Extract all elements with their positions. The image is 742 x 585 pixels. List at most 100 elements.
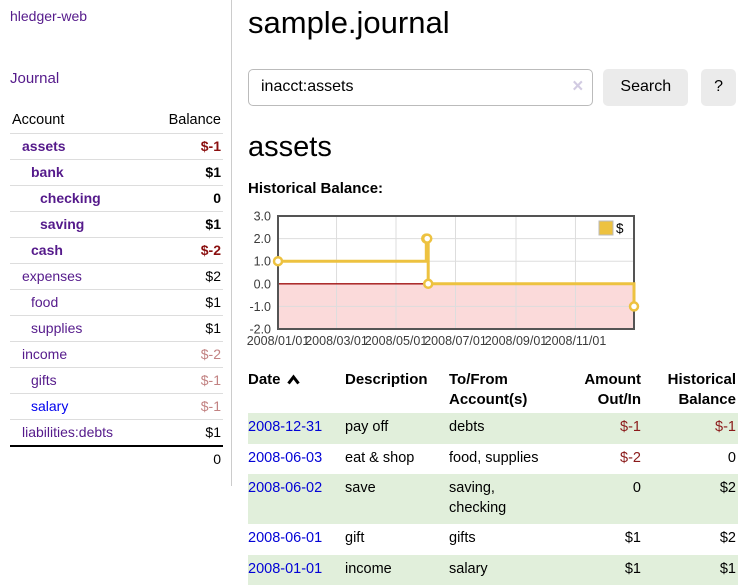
account-row: food$1 — [10, 290, 223, 316]
accounts-header-balance: Balance — [148, 108, 223, 134]
transaction-date-link[interactable]: 2008-01-01 — [248, 561, 322, 577]
account-balance: $-2 — [148, 342, 223, 368]
amount-cell: $1 — [561, 555, 643, 585]
account-link-cash[interactable]: cash — [31, 242, 63, 258]
register-row: 2008-06-01giftgifts$1$2 — [248, 524, 738, 555]
clear-search-icon[interactable]: × — [572, 77, 583, 96]
account-link-food[interactable]: food — [31, 294, 58, 310]
balance-cell: $1 — [643, 555, 738, 585]
accounts-header-account: Account — [10, 108, 148, 134]
account-link-saving[interactable]: saving — [40, 216, 84, 232]
sidebar: hledger-web Journal Account Balance asse… — [0, 0, 232, 486]
accounts-cell: food, supplies — [449, 444, 561, 475]
amount-cell: 0 — [561, 474, 643, 524]
help-button[interactable]: ? — [701, 69, 736, 106]
account-cell: income — [10, 342, 148, 368]
register-col-header: Date — [248, 367, 345, 413]
account-balance: $-1 — [148, 394, 223, 420]
y-axis-tick-label: -1.0 — [249, 300, 271, 314]
historical-balance-chart[interactable]: 3.02.01.00.0-1.0-2.02008/01/012008/03/01… — [248, 208, 690, 350]
description-cell: income — [345, 555, 449, 585]
account-cell: liabilities:debts — [10, 420, 148, 447]
account-link-gifts[interactable]: gifts — [31, 372, 57, 388]
transaction-date-link[interactable]: 2008-06-03 — [248, 450, 322, 466]
account-row: liabilities:debts$1 — [10, 420, 223, 447]
hledger-web-app: hledger-web Journal Account Balance asse… — [0, 0, 742, 585]
description-cell: save — [345, 474, 449, 524]
transaction-date-link[interactable]: 2008-06-01 — [248, 530, 322, 546]
account-row: supplies $1 — [10, 316, 223, 342]
sort-ascending-icon — [287, 371, 300, 388]
account-cell: salary — [10, 394, 148, 420]
chart-svg: 3.02.01.00.0-1.0-2.02008/01/012008/03/01… — [248, 208, 690, 350]
app-brand-link[interactable]: hledger-web — [10, 8, 87, 24]
accounts-cell: salary — [449, 555, 561, 585]
account-row: saving $1 — [10, 212, 223, 238]
register-col-header: Description — [345, 367, 449, 413]
account-cell: saving — [10, 212, 148, 238]
date-cell: 2008-06-03 — [248, 444, 345, 475]
account-link-expenses[interactable]: expenses — [22, 268, 82, 284]
account-cell: gifts — [10, 368, 148, 394]
brand: hledger-web — [10, 8, 223, 24]
register-row: 2008-12-31pay offdebts$-1$-1 — [248, 413, 738, 444]
y-axis-tick-label: 0.0 — [254, 277, 271, 291]
account-cell: food — [10, 290, 148, 316]
account-cell: checking — [10, 186, 148, 212]
account-link-income[interactable]: income — [22, 346, 67, 362]
nav-journal-link[interactable]: Journal — [10, 70, 59, 87]
accounts-cell: gifts — [449, 524, 561, 555]
amount-cell: $1 — [561, 524, 643, 555]
account-link-checking[interactable]: checking — [40, 190, 101, 206]
y-axis-tick-label: 2.0 — [254, 232, 271, 246]
account-cell: supplies — [10, 316, 148, 342]
account-cell: assets — [10, 134, 148, 160]
register-table: DateDescriptionTo/FromAccount(s)AmountOu… — [248, 367, 738, 585]
transaction-date-link[interactable]: 2008-12-31 — [248, 419, 322, 435]
x-axis-tick-label: 2008/07/01 — [424, 334, 487, 348]
account-link-salary[interactable]: salary — [31, 398, 68, 414]
accounts-cell: debts — [449, 413, 561, 444]
accounts-total-spacer — [10, 446, 148, 472]
accounts-table: Account Balance assets $-1 bank $1 checking 0… — [10, 108, 223, 472]
transaction-date-link[interactable]: 2008-06-02 — [248, 480, 322, 496]
search-button[interactable]: Search — [603, 69, 688, 106]
data-point[interactable] — [424, 280, 432, 288]
date-cell: 2008-01-01 — [248, 555, 345, 585]
description-cell: eat & shop — [345, 444, 449, 475]
account-balance: $2 — [148, 264, 223, 290]
account-link-liabilities-debts[interactable]: liabilities:debts — [22, 424, 113, 440]
x-axis-tick-label: 2008/03/01 — [305, 334, 368, 348]
accounts-total-balance: 0 — [148, 446, 223, 472]
date-cell: 2008-12-31 — [248, 413, 345, 444]
account-row: checking 0 — [10, 186, 223, 212]
data-point[interactable] — [423, 235, 431, 243]
accounts-tbody: assets $-1 bank $1 checking 0 saving $1 cash $-2 e… — [10, 134, 223, 447]
chart-legend-label: $ — [616, 221, 624, 236]
account-balance: $-2 — [148, 238, 223, 264]
account-link-bank[interactable]: bank — [31, 164, 64, 180]
account-link-assets[interactable]: assets — [22, 138, 66, 154]
account-balance: 0 — [148, 186, 223, 212]
data-point[interactable] — [274, 257, 282, 265]
description-cell: pay off — [345, 413, 449, 444]
balance-cell: 0 — [643, 444, 738, 475]
y-axis-tick-label: 3.0 — [254, 210, 271, 224]
account-row: income $-2 — [10, 342, 223, 368]
x-axis-tick-label: 2008/09/01 — [485, 334, 548, 348]
account-cell: bank — [10, 160, 148, 186]
account-link-supplies[interactable]: supplies — [31, 320, 82, 336]
account-balance: $1 — [148, 212, 223, 238]
account-balance: $1 — [148, 316, 223, 342]
register-col-header: HistoricalBalance — [643, 367, 738, 413]
balance-cell: $2 — [643, 524, 738, 555]
register-col-header: AmountOut/In — [561, 367, 643, 413]
chart-title: Historical Balance: — [248, 180, 736, 197]
account-balance: $-1 — [148, 134, 223, 160]
legend-swatch — [599, 221, 613, 235]
data-point[interactable] — [630, 302, 638, 310]
accounts-header-row: Account Balance — [10, 108, 223, 134]
register-col-header: To/FromAccount(s) — [449, 367, 561, 413]
main-content: sample.journal × Search ? assets Histori… — [232, 0, 742, 585]
search-input[interactable] — [248, 69, 593, 106]
